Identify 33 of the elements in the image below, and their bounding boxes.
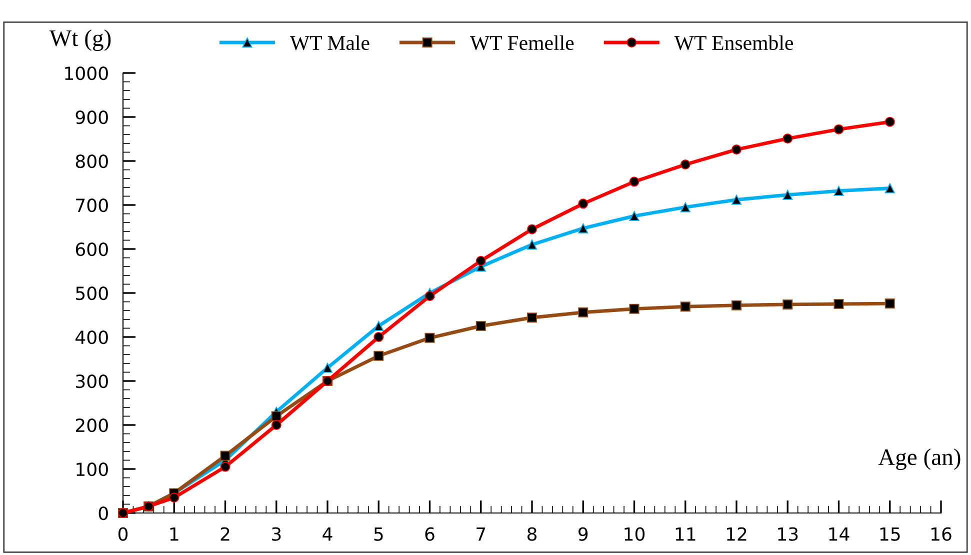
legend-label: WT Femelle <box>470 35 574 50</box>
x-tick-label: 10 <box>624 527 645 541</box>
x-tick-label: 9 <box>578 527 588 541</box>
y-tick-label: 400 <box>76 330 108 344</box>
x-tick-label: 13 <box>778 527 798 541</box>
x-tick-label: 5 <box>374 527 383 541</box>
x-tick-label: 3 <box>272 527 281 541</box>
x-tick-label: 4 <box>322 527 332 541</box>
x-tick-label: 15 <box>880 527 900 541</box>
x-tick-label: 6 <box>425 527 434 541</box>
y-tick-label: 700 <box>76 198 108 212</box>
x-axis-title: Age (an) <box>878 448 960 470</box>
y-tick-label: 200 <box>76 418 108 432</box>
legend-label: WT Male <box>290 35 370 50</box>
y-tick-label: 300 <box>76 374 108 388</box>
y-tick-label: 0 <box>98 506 108 520</box>
y-tick-label: 500 <box>76 286 108 300</box>
y-tick-label: 100 <box>76 462 108 476</box>
x-tick-label: 2 <box>220 527 230 541</box>
y-tick-label: 600 <box>76 242 108 256</box>
x-tick-label: 11 <box>676 527 696 541</box>
x-tick-label: 14 <box>829 527 850 541</box>
x-tick-label: 16 <box>931 527 952 541</box>
y-tick-label: 800 <box>76 154 108 168</box>
y-tick-label: 1000 <box>65 66 108 80</box>
y-tick-label: 900 <box>76 110 108 124</box>
x-tick-label: 7 <box>476 527 486 541</box>
x-tick-label: 0 <box>118 527 128 541</box>
x-tick-label: 12 <box>726 527 746 541</box>
x-tick-label: 8 <box>527 527 537 541</box>
y-axis-title: Wt (g) <box>49 30 111 51</box>
legend-label: WT Ensemble <box>674 35 793 50</box>
x-tick-label: 1 <box>170 527 178 541</box>
